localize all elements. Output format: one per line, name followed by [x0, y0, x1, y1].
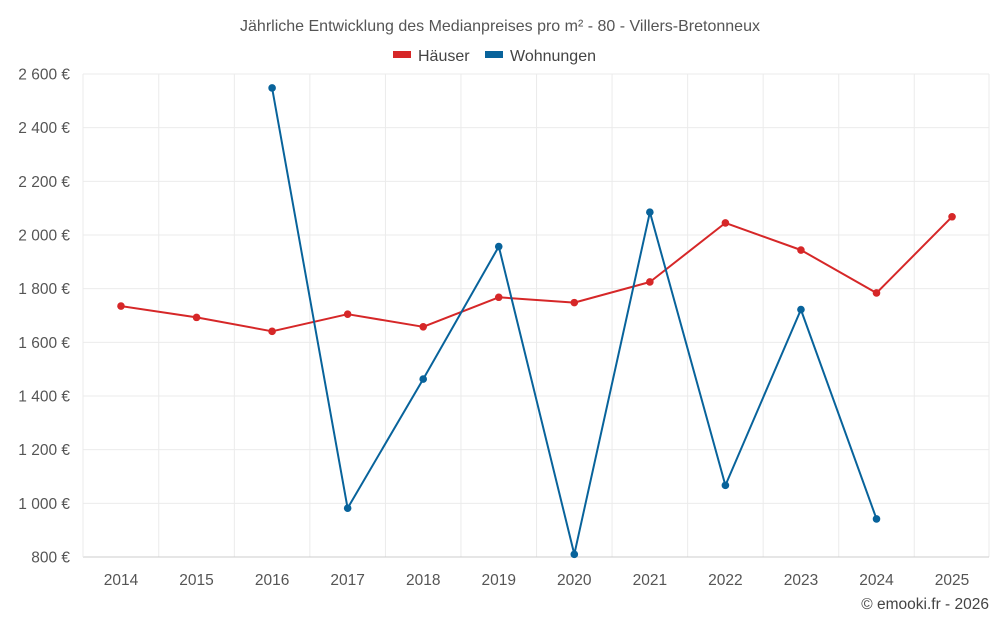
grid: [83, 73, 990, 557]
x-tick-label: 2024: [859, 572, 894, 589]
x-tick-label: 2019: [482, 572, 516, 589]
data-point-hauser[interactable]: [117, 302, 125, 310]
x-tick-labels: 2014 2015 2016 2017 2018 2019 2020 2021 2022 2023…: [104, 572, 970, 589]
data-point-hauser[interactable]: [948, 212, 956, 221]
y-tick-label: 1 600 €: [18, 335, 70, 352]
data-point-hauser[interactable]: [872, 289, 881, 297]
legend: Häuser Wohnungen: [393, 48, 596, 65]
series: [117, 84, 956, 559]
credit-text: © emooki.fr - 2026: [861, 596, 989, 613]
series-wohnungen: [268, 84, 881, 559]
data-point-hauser[interactable]: [419, 322, 428, 331]
data-point-wohnungen[interactable]: [419, 375, 428, 383]
data-point-hauser[interactable]: [343, 310, 352, 318]
data-point-wohnungen[interactable]: [268, 84, 276, 92]
series-line-wohnungen: [271, 87, 878, 556]
legend-label-hauser: Häuser: [418, 48, 470, 65]
data-point-wohnungen[interactable]: [343, 504, 352, 512]
x-tick-label: 2023: [784, 572, 818, 589]
data-point-wohnungen[interactable]: [721, 481, 730, 490]
data-point-hauser[interactable]: [570, 298, 579, 307]
x-tick-label: 2018: [406, 572, 440, 589]
y-tick-label: 1 200 €: [18, 442, 70, 459]
data-point-hauser[interactable]: [646, 278, 654, 286]
x-tick-label: 2020: [557, 572, 592, 589]
x-tick-label: 2017: [330, 572, 364, 589]
axes: [82, 74, 989, 558]
data-point-wohnungen[interactable]: [872, 515, 881, 523]
y-tick-label: 1 400 €: [18, 389, 70, 406]
y-tick-label: 2 600 €: [18, 67, 70, 84]
data-point-hauser[interactable]: [192, 313, 201, 322]
data-point-wohnungen[interactable]: [570, 550, 579, 559]
legend-swatch-wohnungen: [485, 51, 503, 58]
x-tick-label: 2014: [104, 572, 139, 589]
y-tick-label: 800 €: [31, 550, 70, 567]
y-tick-label: 2 000 €: [18, 228, 70, 245]
data-point-wohnungen[interactable]: [797, 305, 805, 314]
y-tick-label: 2 200 €: [18, 174, 70, 191]
series-hauser: [117, 212, 956, 336]
y-tick-labels: 800 € 1 000 € 1 200 € 1 400 € 1 600 € 1 800 €…: [18, 67, 70, 567]
data-point-hauser[interactable]: [268, 327, 276, 336]
data-point-wohnungen[interactable]: [494, 242, 503, 251]
x-tick-label: 2016: [255, 572, 289, 589]
data-point-hauser[interactable]: [494, 293, 503, 302]
data-point-hauser[interactable]: [721, 219, 730, 227]
series-line-hauser: [120, 216, 953, 333]
x-tick-label: 2015: [179, 572, 213, 589]
x-tick-label: 2022: [708, 572, 742, 589]
legend-item-hauser[interactable]: Häuser: [393, 48, 470, 65]
x-tick-label: 2025: [935, 572, 969, 589]
y-tick-label: 2 400 €: [18, 120, 70, 137]
y-tick-label: 1 000 €: [18, 496, 70, 513]
legend-item-wohnungen[interactable]: Wohnungen: [485, 48, 596, 65]
x-tick-label: 2021: [633, 572, 667, 589]
legend-swatch-hauser: [393, 51, 411, 58]
data-point-wohnungen[interactable]: [646, 208, 654, 216]
legend-label-wohnungen: Wohnungen: [510, 48, 596, 65]
data-point-hauser[interactable]: [797, 246, 805, 254]
y-tick-label: 1 800 €: [18, 281, 70, 298]
chart-title: Jährliche Entwicklung des Medianpreises …: [240, 18, 760, 35]
